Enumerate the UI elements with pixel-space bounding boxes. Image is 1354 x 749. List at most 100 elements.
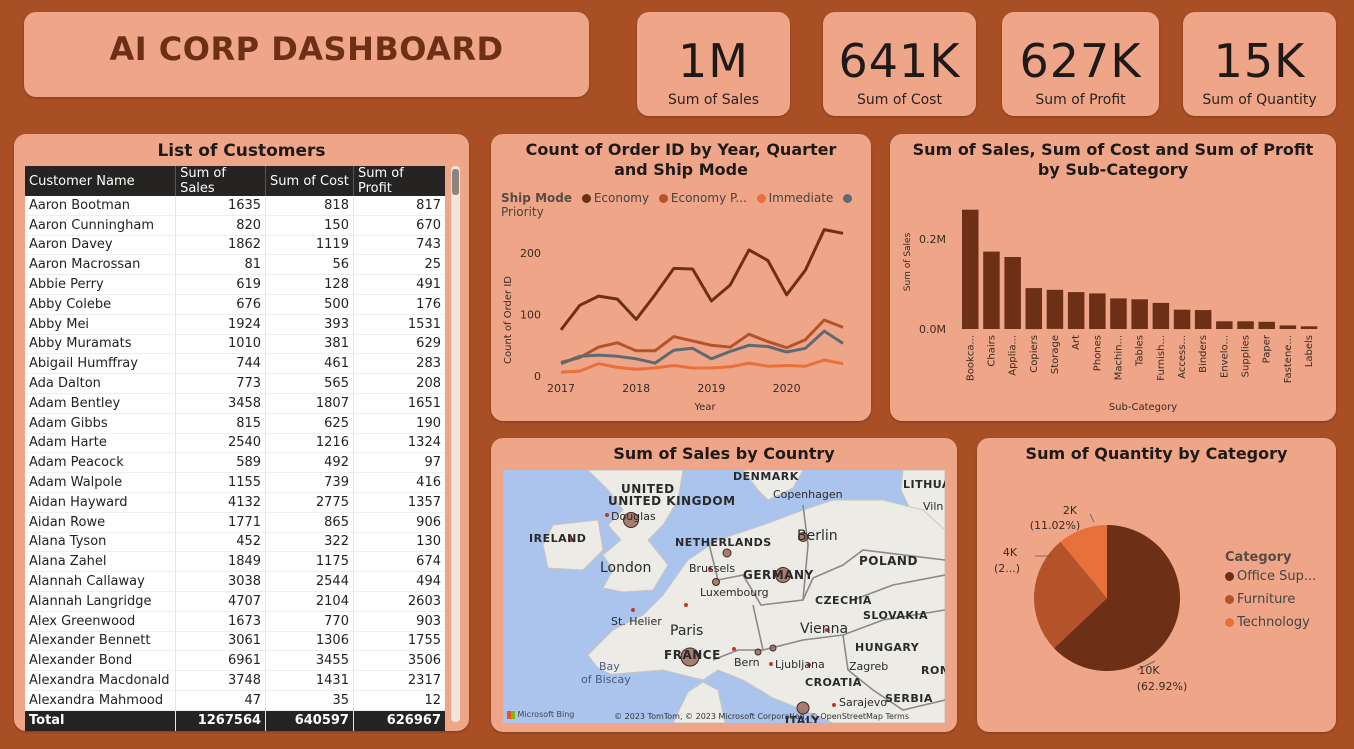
bar[interactable] [1152, 302, 1170, 329]
customer-name-cell: Ada Dalton [25, 373, 176, 394]
table-row[interactable]: Abby Mei 1924 393 1531 [25, 314, 445, 335]
table-row[interactable]: Abbie Perry 619 128 491 [25, 274, 445, 295]
bar[interactable] [983, 251, 1000, 329]
kpi-quantity-card[interactable]: 15K Sum of Quantity [1183, 12, 1336, 116]
table-row[interactable]: Ada Dalton 773 565 208 [25, 373, 445, 394]
pie-slice-technology[interactable] [1060, 525, 1107, 598]
customers-table[interactable]: Customer Name Sum of Sales Sum of Cost S… [25, 166, 445, 731]
x-tick-label: Applia... [1008, 335, 1019, 376]
bar[interactable] [1004, 257, 1021, 329]
series-line-1[interactable] [560, 318, 844, 364]
kpi-cost-card[interactable]: 641K Sum of Cost [823, 12, 976, 116]
bar[interactable] [1258, 321, 1276, 329]
numeric-cell: 2540 [175, 433, 266, 454]
table-row[interactable]: Aidan Rowe 1771 865 906 [25, 512, 445, 533]
numeric-cell: 1306 [265, 631, 354, 652]
quantity-pie-chart[interactable]: 2K (11.02%) 4K (2...) 10K (62.92%) [977, 438, 1336, 732]
table-row[interactable]: Adam Peacock 589 492 97 [25, 452, 445, 474]
numeric-cell: 1531 [352, 314, 445, 335]
table-row[interactable]: Alexandra Macdonald 3748 1431 2317 [25, 670, 445, 691]
numeric-cell: 381 [265, 334, 354, 355]
bar[interactable] [962, 209, 979, 329]
table-row[interactable]: Aidan Hayward 4132 2775 1357 [25, 492, 445, 513]
legend-item-immediate[interactable]: Immediate [768, 191, 834, 205]
numeric-cell: 2603 [352, 591, 445, 612]
x-tick-label: 2020 [773, 382, 801, 395]
map-attribution[interactable]: © 2023 TomTom, © 2023 Microsoft Corporat… [614, 712, 909, 721]
quantity-legend-item[interactable]: Technology [1225, 615, 1316, 630]
table-row[interactable]: Alannah Callaway 3038 2544 494 [25, 571, 445, 592]
table-row[interactable]: Alana Tyson 452 322 130 [25, 532, 445, 553]
table-row[interactable]: Abby Muramats 1010 381 629 [25, 334, 445, 355]
order-chart-legend: Ship Mode Economy Economy P... Immediate… [501, 191, 871, 219]
table-row[interactable]: Abigail Humffray 744 461 283 [25, 353, 445, 375]
series-line-3[interactable] [560, 329, 844, 366]
numeric-cell: 744 [175, 353, 266, 375]
legend-item-economy-plus[interactable]: Economy P... [670, 191, 747, 205]
series-line-0[interactable] [559, 228, 844, 331]
table-row[interactable]: Alexander Bennett 3061 1306 1755 [25, 631, 445, 652]
europe-map[interactable]: UNITED UNITED KINGDOM IRELAND NETHERLAND… [503, 470, 945, 723]
pie-slice-furniture[interactable] [1034, 541, 1107, 649]
order-line-chart[interactable]: Count of Order ID Year 0 100 200 2017 2018 2… [491, 134, 871, 421]
kpi-sales-card[interactable]: 1M Sum of Sales [637, 12, 790, 116]
table-scrollbar[interactable] [451, 166, 460, 722]
column-header-customer-name[interactable]: Customer Name [25, 166, 177, 196]
map-label-lithuania: LITHUA [903, 478, 945, 491]
numeric-cell: 81 [175, 254, 266, 276]
customer-name-cell: Alexandra Mahmood [25, 690, 176, 711]
bar[interactable] [1131, 299, 1148, 329]
pie-slice-office-supplies[interactable] [1054, 525, 1181, 671]
table-row[interactable]: Adam Harte 2540 1216 1324 [25, 433, 445, 454]
bar[interactable] [1067, 292, 1085, 329]
table-row[interactable]: Alex Greenwood 1673 770 903 [25, 611, 445, 632]
customer-name-cell: Abbie Perry [25, 274, 176, 295]
bar[interactable] [1300, 326, 1318, 329]
table-row[interactable]: Adam Bentley 3458 1807 1651 [25, 393, 445, 414]
bar[interactable] [1194, 310, 1212, 329]
column-header-sum-of-profit[interactable]: Sum of Profit [353, 166, 445, 196]
legend-dot-icon [1225, 572, 1234, 581]
map-label-italy: ITALY [785, 714, 821, 723]
subcategory-bar-chart[interactable]: Sum of Sales Sub-Category 0.0M 0.2M Bookc… [890, 134, 1336, 421]
table-row[interactable]: Alexander Bond 6961 3455 3506 [25, 650, 445, 672]
bar[interactable] [1237, 321, 1254, 329]
kpi-profit-label: Sum of Profit [1035, 92, 1126, 108]
map-label-ljubljana: Ljubljana [775, 658, 825, 671]
bar[interactable] [1089, 293, 1106, 329]
customer-name-cell: Alexandra Macdonald [25, 670, 176, 691]
column-header-sum-of-cost[interactable]: Sum of Cost [265, 166, 354, 196]
scrollbar-thumb[interactable] [452, 169, 459, 195]
numeric-cell: 1651 [352, 393, 445, 414]
map-label-slovakia: SLOVAKIA [863, 609, 929, 622]
customer-name-cell: Adam Bentley [25, 393, 176, 414]
customer-name-cell: Adam Peacock [25, 452, 176, 474]
table-row[interactable]: Adam Gibbs 815 625 190 [25, 413, 445, 434]
table-row[interactable]: Alannah Langridge 4707 2104 2603 [25, 591, 445, 612]
table-row[interactable]: Aaron Cunningham 820 150 670 [25, 215, 445, 236]
bar[interactable] [1046, 289, 1064, 329]
table-row[interactable]: Abby Colebe 676 500 176 [25, 294, 445, 315]
series-line-2[interactable] [560, 358, 844, 374]
legend-item-priority[interactable]: Priority [501, 205, 544, 219]
customer-name-cell: Aaron Cunningham [25, 215, 176, 236]
quantity-legend-item[interactable]: Furniture [1225, 592, 1316, 607]
table-row[interactable]: Alexandra Mahmood 47 35 12 [25, 690, 445, 711]
kpi-profit-card[interactable]: 627K Sum of Profit [1002, 12, 1159, 116]
x-tick-label: Machin... [1114, 335, 1125, 380]
bar[interactable] [1279, 325, 1297, 329]
numeric-cell: 1849 [175, 551, 266, 573]
table-row[interactable]: Aaron Davey 1862 1119 743 [25, 235, 445, 256]
table-header-row: Customer Name Sum of Sales Sum of Cost S… [25, 166, 445, 196]
table-row[interactable]: Adam Walpole 1155 739 416 [25, 472, 445, 493]
bar[interactable] [1216, 321, 1233, 329]
quantity-legend-item[interactable]: Office Sup... [1225, 569, 1316, 584]
bar[interactable] [1110, 298, 1127, 329]
bar[interactable] [1173, 309, 1191, 330]
column-header-sum-of-sales[interactable]: Sum of Sales [175, 166, 267, 196]
table-row[interactable]: Aaron Macrossan 81 56 25 [25, 254, 445, 276]
legend-item-economy[interactable]: Economy [593, 191, 650, 205]
table-row[interactable]: Alana Zahel 1849 1175 674 [25, 551, 445, 573]
table-row[interactable]: Aaron Bootman 1635 818 817 [25, 196, 445, 216]
bar[interactable] [1025, 288, 1043, 330]
